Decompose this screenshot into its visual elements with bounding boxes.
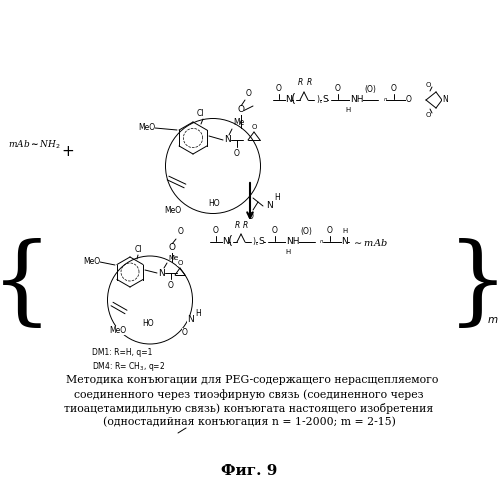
Text: O: O	[234, 149, 240, 158]
Text: O: O	[425, 112, 431, 118]
Text: R: R	[243, 221, 248, 230]
Text: MeO: MeO	[109, 326, 127, 335]
Text: O: O	[335, 84, 341, 93]
Text: HO: HO	[208, 198, 220, 207]
Text: N: N	[158, 268, 165, 278]
Text: H: H	[195, 310, 201, 318]
Text: тиоацетамидильную связь) конъюгата настоящего изобретения: тиоацетамидильную связь) конъюгата насто…	[64, 403, 434, 414]
Text: NH: NH	[350, 96, 363, 104]
Text: N: N	[285, 96, 292, 104]
Text: mAb$\mathbf{\sim}$NH$_2$: mAb$\mathbf{\sim}$NH$_2$	[8, 138, 61, 151]
Text: O: O	[168, 281, 174, 290]
Text: R: R	[306, 78, 311, 87]
Text: H: H	[274, 194, 280, 202]
Text: {: {	[0, 238, 53, 332]
Text: H: H	[285, 249, 290, 255]
Text: O: O	[169, 244, 176, 252]
Text: )$_q$: )$_q$	[252, 236, 260, 248]
Text: m: m	[488, 315, 498, 325]
Text: HO: HO	[142, 320, 154, 328]
Text: Me: Me	[233, 118, 244, 127]
Text: (: (	[290, 94, 295, 106]
Text: )$_q$: )$_q$	[316, 94, 324, 106]
Text: }: }	[447, 238, 499, 332]
Text: $\sim$mAb: $\sim$mAb	[352, 236, 388, 248]
Text: Cl: Cl	[197, 109, 205, 118]
Text: N: N	[224, 136, 231, 144]
Text: Me: Me	[168, 255, 178, 261]
Text: N: N	[266, 202, 273, 210]
Text: O: O	[327, 226, 333, 235]
Text: MeO: MeO	[165, 206, 182, 215]
Text: R: R	[297, 78, 302, 87]
Text: H: H	[345, 107, 351, 113]
Text: DM1: R=H, q=1: DM1: R=H, q=1	[92, 348, 152, 357]
Text: O: O	[178, 227, 184, 236]
Text: MeO: MeO	[83, 258, 100, 266]
Text: MeO: MeO	[138, 124, 155, 132]
Text: O: O	[272, 226, 278, 235]
Text: +: +	[61, 144, 74, 160]
Text: (O): (O)	[300, 227, 312, 236]
Text: O: O	[248, 212, 254, 221]
Text: Фиг. 9: Фиг. 9	[221, 464, 277, 478]
Text: $_n$: $_n$	[319, 238, 324, 246]
Text: (одностадийная конъюгация n = 1-2000; m = 2-15): (одностадийная конъюгация n = 1-2000; m …	[103, 417, 395, 428]
Text: O: O	[391, 84, 397, 93]
Text: O: O	[182, 328, 188, 337]
Text: $_n$: $_n$	[383, 96, 388, 104]
Text: Cl: Cl	[135, 245, 143, 254]
Text: R: R	[235, 221, 240, 230]
Text: NH: NH	[286, 238, 299, 246]
Text: DM4: R= CH$_3$, q=2: DM4: R= CH$_3$, q=2	[92, 360, 165, 373]
Text: O: O	[425, 82, 431, 88]
Text: N: N	[442, 96, 448, 104]
Text: H: H	[342, 228, 348, 234]
Text: S: S	[322, 96, 328, 104]
Text: соединенного через тиоэфирную связь (соединенного через: соединенного через тиоэфирную связь (сое…	[74, 389, 424, 400]
Text: (O): (O)	[364, 85, 376, 94]
Text: O: O	[238, 106, 245, 114]
Text: S: S	[258, 238, 264, 246]
Text: N: N	[187, 316, 194, 324]
Text: O: O	[406, 96, 412, 104]
Text: O: O	[213, 226, 219, 235]
Text: O: O	[276, 84, 282, 93]
Text: O: O	[246, 89, 252, 98]
Text: O: O	[177, 260, 183, 266]
Text: Методика конъюгации для PEG-содержащего нерасщепляемого: Методика конъюгации для PEG-содержащего …	[59, 375, 439, 385]
Text: O: O	[251, 124, 256, 130]
Text: N: N	[223, 238, 230, 246]
Text: (: (	[228, 236, 233, 248]
Text: N: N	[342, 238, 348, 246]
